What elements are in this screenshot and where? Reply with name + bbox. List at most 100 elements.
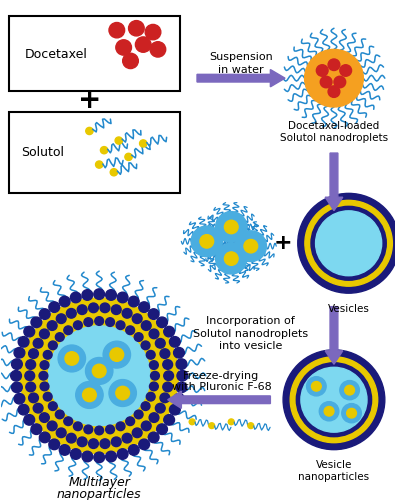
Circle shape xyxy=(33,404,43,413)
Circle shape xyxy=(125,154,132,160)
Circle shape xyxy=(162,360,172,370)
Circle shape xyxy=(14,348,25,358)
Circle shape xyxy=(310,206,385,280)
Circle shape xyxy=(12,359,22,370)
Text: Incorporation of: Incorporation of xyxy=(206,316,294,326)
Circle shape xyxy=(163,326,174,337)
Circle shape xyxy=(132,428,142,438)
Circle shape xyxy=(49,402,57,410)
Circle shape xyxy=(95,426,103,435)
Circle shape xyxy=(148,309,159,320)
Circle shape xyxy=(163,414,174,425)
Circle shape xyxy=(39,432,50,442)
Circle shape xyxy=(339,64,351,76)
Circle shape xyxy=(215,212,246,242)
Circle shape xyxy=(320,76,331,88)
Circle shape xyxy=(39,309,50,320)
Circle shape xyxy=(132,314,142,324)
Circle shape xyxy=(333,76,345,88)
Circle shape xyxy=(199,234,213,248)
Circle shape xyxy=(82,451,93,462)
Circle shape xyxy=(82,388,96,402)
FancyArrow shape xyxy=(324,153,342,210)
Circle shape xyxy=(39,329,49,338)
Circle shape xyxy=(141,421,151,430)
Circle shape xyxy=(344,386,354,395)
Circle shape xyxy=(122,53,138,68)
Circle shape xyxy=(82,290,93,300)
Circle shape xyxy=(58,345,85,372)
Circle shape xyxy=(296,363,371,436)
Text: into vesicle: into vesicle xyxy=(219,341,282,351)
Text: Freeze-drying: Freeze-drying xyxy=(183,370,259,380)
Circle shape xyxy=(327,59,339,70)
Circle shape xyxy=(169,404,180,415)
Circle shape xyxy=(311,382,320,391)
Circle shape xyxy=(146,350,155,359)
Circle shape xyxy=(148,432,159,442)
Circle shape xyxy=(304,50,363,107)
Circle shape xyxy=(84,425,93,434)
Circle shape xyxy=(25,371,34,380)
Circle shape xyxy=(105,318,114,326)
Circle shape xyxy=(141,402,150,410)
Circle shape xyxy=(300,368,366,432)
Circle shape xyxy=(14,394,25,404)
Circle shape xyxy=(208,423,214,428)
Circle shape xyxy=(77,437,87,446)
Circle shape xyxy=(66,308,76,318)
Text: Docetaxel: Docetaxel xyxy=(25,48,87,60)
Circle shape xyxy=(31,424,42,434)
Text: Docetaxel-loaded: Docetaxel-loaded xyxy=(288,121,379,131)
Circle shape xyxy=(73,321,82,330)
Circle shape xyxy=(346,408,356,418)
Circle shape xyxy=(47,321,57,330)
Circle shape xyxy=(55,410,64,419)
Circle shape xyxy=(56,428,66,438)
Text: Solutol nanodroplets: Solutol nanodroplets xyxy=(279,132,387,142)
Circle shape xyxy=(115,137,122,144)
Circle shape xyxy=(162,382,172,392)
Circle shape xyxy=(146,392,155,401)
Circle shape xyxy=(323,406,333,416)
Circle shape xyxy=(134,332,143,342)
Circle shape xyxy=(135,37,151,52)
Circle shape xyxy=(189,419,194,424)
Circle shape xyxy=(117,292,128,302)
Circle shape xyxy=(224,220,237,234)
Circle shape xyxy=(64,326,73,334)
Circle shape xyxy=(306,376,325,396)
Text: with Pluronic F-68: with Pluronic F-68 xyxy=(171,382,271,392)
Circle shape xyxy=(49,302,59,312)
FancyArrow shape xyxy=(196,70,284,87)
Circle shape xyxy=(49,439,59,450)
Circle shape xyxy=(339,380,358,400)
Circle shape xyxy=(115,386,129,400)
Circle shape xyxy=(85,358,113,384)
Circle shape xyxy=(73,422,82,430)
Text: Multilayer: Multilayer xyxy=(68,476,130,489)
Circle shape xyxy=(105,290,116,300)
Circle shape xyxy=(315,211,381,276)
Circle shape xyxy=(341,404,360,423)
Circle shape xyxy=(155,404,165,413)
Circle shape xyxy=(141,321,151,330)
Circle shape xyxy=(169,336,180,347)
FancyArrow shape xyxy=(324,306,342,364)
Circle shape xyxy=(141,341,150,349)
Circle shape xyxy=(34,312,164,440)
Circle shape xyxy=(297,194,399,293)
Circle shape xyxy=(126,417,134,426)
Circle shape xyxy=(235,231,266,262)
Circle shape xyxy=(100,146,107,154)
Circle shape xyxy=(160,349,169,358)
Circle shape xyxy=(93,452,104,462)
Circle shape xyxy=(128,444,139,455)
Circle shape xyxy=(20,298,178,454)
Circle shape xyxy=(149,382,158,390)
Circle shape xyxy=(247,423,253,428)
Circle shape xyxy=(40,382,49,390)
Circle shape xyxy=(39,372,48,380)
Circle shape xyxy=(282,350,384,450)
Circle shape xyxy=(59,296,70,307)
